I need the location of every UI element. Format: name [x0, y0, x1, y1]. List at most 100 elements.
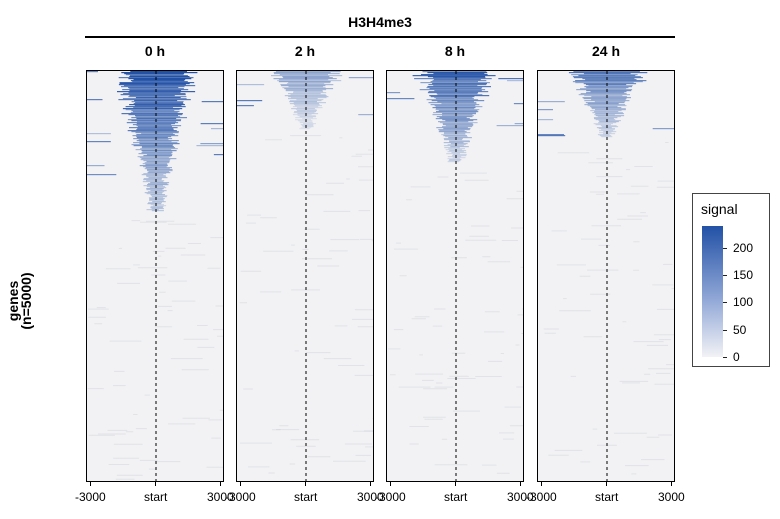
signal-row: [283, 77, 333, 79]
signal-row: [146, 176, 167, 178]
edge-streak: [237, 84, 265, 86]
signal-row: [445, 125, 474, 127]
x-tick-label: -3000: [75, 490, 106, 504]
background-noise: [656, 186, 674, 188]
signal-row: [445, 149, 463, 151]
signal-row: [433, 79, 481, 81]
legend-tick-mark: [723, 302, 727, 303]
signal-row: [438, 129, 470, 131]
signal-row: [279, 74, 328, 76]
signal-row: [133, 103, 184, 105]
signal-row: [427, 92, 479, 94]
background-noise: [338, 365, 365, 366]
background-noise: [441, 438, 448, 440]
signal-row: [138, 139, 169, 141]
signal-row: [452, 157, 466, 159]
signal-row: [289, 101, 317, 103]
heatmap-panel-3: [537, 70, 675, 482]
background-noise: [622, 382, 641, 384]
background-noise: [579, 275, 591, 277]
signal-row: [435, 118, 470, 120]
signal-row: [135, 102, 183, 104]
signal-row: [147, 172, 171, 174]
background-noise: [279, 425, 289, 427]
signal-row: [129, 88, 184, 90]
signal-row: [443, 142, 464, 144]
signal-row: [442, 113, 476, 115]
signal-row: [436, 93, 478, 95]
background-noise: [296, 445, 316, 447]
background-noise: [294, 350, 299, 352]
background-noise: [156, 461, 181, 463]
signal-row: [297, 115, 316, 117]
signal-row: [141, 174, 164, 176]
signal-row: [433, 112, 477, 114]
background-noise: [268, 472, 275, 474]
signal-row: [442, 124, 474, 126]
signal-row: [591, 108, 626, 110]
background-noise: [113, 443, 143, 445]
signal-row: [571, 74, 638, 76]
background-noise: [640, 212, 646, 214]
background-noise: [158, 255, 162, 257]
signal-row: [299, 116, 317, 118]
signal-row: [132, 135, 179, 137]
background-noise: [373, 449, 374, 450]
signal-row: [147, 184, 169, 186]
background-noise: [460, 172, 487, 174]
background-noise: [118, 247, 122, 249]
signal-row: [448, 137, 472, 139]
panel-title-0: 0 h: [144, 43, 166, 59]
signal-row: [599, 121, 619, 123]
signal-row: [299, 128, 310, 130]
signal-row: [450, 146, 469, 148]
signal-row: [578, 94, 630, 96]
background-noise: [548, 454, 569, 456]
signal-row: [432, 107, 476, 109]
signal-row: [595, 113, 624, 115]
signal-row: [271, 75, 343, 77]
signal-row: [143, 155, 172, 157]
signal-row: [141, 152, 173, 154]
signal-row: [129, 90, 182, 92]
signal-row: [133, 145, 173, 147]
signal-row: [585, 102, 625, 104]
signal-row: [146, 188, 164, 190]
signal-row: [573, 77, 643, 79]
signal-row: [131, 117, 187, 119]
signal-row: [433, 73, 485, 75]
edge-streak: [87, 133, 111, 135]
background-noise: [641, 459, 665, 461]
signal-row: [145, 167, 172, 169]
signal-row: [149, 198, 165, 200]
signal-row: [288, 96, 329, 98]
background-noise: [627, 215, 649, 217]
background-noise: [434, 464, 468, 466]
background-noise: [131, 220, 141, 222]
signal-row: [134, 105, 182, 107]
signal-row: [601, 136, 613, 138]
signal-row: [147, 170, 173, 172]
signal-row: [419, 89, 486, 91]
signal-row: [427, 72, 488, 74]
signal-row: [282, 87, 326, 89]
background-noise: [372, 417, 373, 419]
signal-row: [428, 91, 489, 93]
edge-streak: [87, 174, 117, 176]
background-noise: [181, 369, 209, 371]
heatmap-panel-2: [386, 70, 524, 482]
background-noise: [109, 340, 142, 342]
signal-row: [130, 71, 187, 73]
signal-row: [148, 171, 170, 173]
signal-row: [444, 147, 460, 149]
y-axis-label: genes (n=5000): [5, 241, 34, 361]
panel-title-2: 8 h: [444, 43, 466, 59]
signal-row: [439, 122, 478, 124]
signal-row: [278, 79, 329, 81]
signal-row: [594, 111, 619, 113]
background-noise: [411, 318, 426, 320]
signal-row: [584, 100, 630, 102]
background-noise: [626, 169, 631, 171]
signal-row: [126, 122, 179, 124]
x-tick-mark: [520, 482, 521, 486]
